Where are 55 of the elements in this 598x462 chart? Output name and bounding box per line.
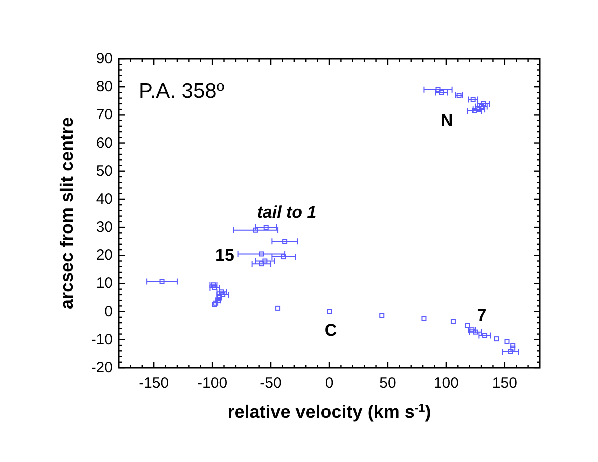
point (253, 228, 258, 233)
point (264, 225, 269, 230)
point (439, 90, 444, 96)
y-tick-label: 80 (96, 78, 113, 96)
point (481, 101, 486, 106)
point (479, 104, 484, 110)
point (504, 339, 510, 344)
point (508, 349, 514, 354)
x-tick-label: -50 (260, 375, 282, 392)
point (472, 108, 478, 114)
x-tick-label: 100 (434, 375, 459, 392)
x-axis-title: relative velocity (km s$^{-1}$) (228, 402, 432, 422)
point (220, 292, 226, 298)
y-tick-label: 90 (96, 50, 113, 68)
point (482, 333, 488, 338)
point (473, 330, 478, 335)
annotation: N (440, 110, 454, 130)
point (282, 239, 288, 244)
y-axis-title: arcsec from slit centre (57, 117, 77, 310)
y-tick-label: 70 (96, 106, 113, 124)
y-tick-label: 40 (96, 190, 113, 208)
point (464, 323, 470, 328)
point (216, 297, 222, 304)
annotation: C (324, 320, 338, 340)
point (510, 346, 516, 351)
point (259, 252, 264, 257)
x-tick-label: 50 (380, 375, 396, 392)
point (436, 87, 441, 92)
y-tick-label: -10 (91, 331, 113, 348)
point (327, 309, 332, 314)
point (262, 258, 268, 264)
point (380, 313, 385, 318)
annotation: 7 (477, 306, 487, 324)
y-tick-label: 50 (96, 162, 113, 180)
point (276, 306, 281, 311)
x-tick-label: -100 (198, 375, 228, 392)
y-tick-label: 30 (96, 219, 113, 236)
point (259, 262, 264, 267)
annotation: P.A. 358º (139, 80, 225, 103)
annotation: tail to 1 (257, 202, 317, 222)
y-tick-label: 20 (96, 247, 113, 264)
y-tick-label: 10 (96, 275, 113, 292)
y-tick-label: -20 (91, 360, 113, 376)
point (510, 343, 516, 348)
x-tick-label: 150 (492, 375, 518, 392)
point (450, 319, 456, 324)
point (281, 254, 286, 260)
x-tick-label: 0 (325, 375, 334, 392)
y-tick-label: 0 (104, 303, 113, 320)
x-tick-label: -150 (139, 375, 170, 392)
annotation: 15 (216, 246, 234, 264)
point (422, 316, 427, 322)
y-tick-label: 60 (96, 134, 113, 152)
point (494, 336, 500, 342)
point (160, 279, 165, 284)
